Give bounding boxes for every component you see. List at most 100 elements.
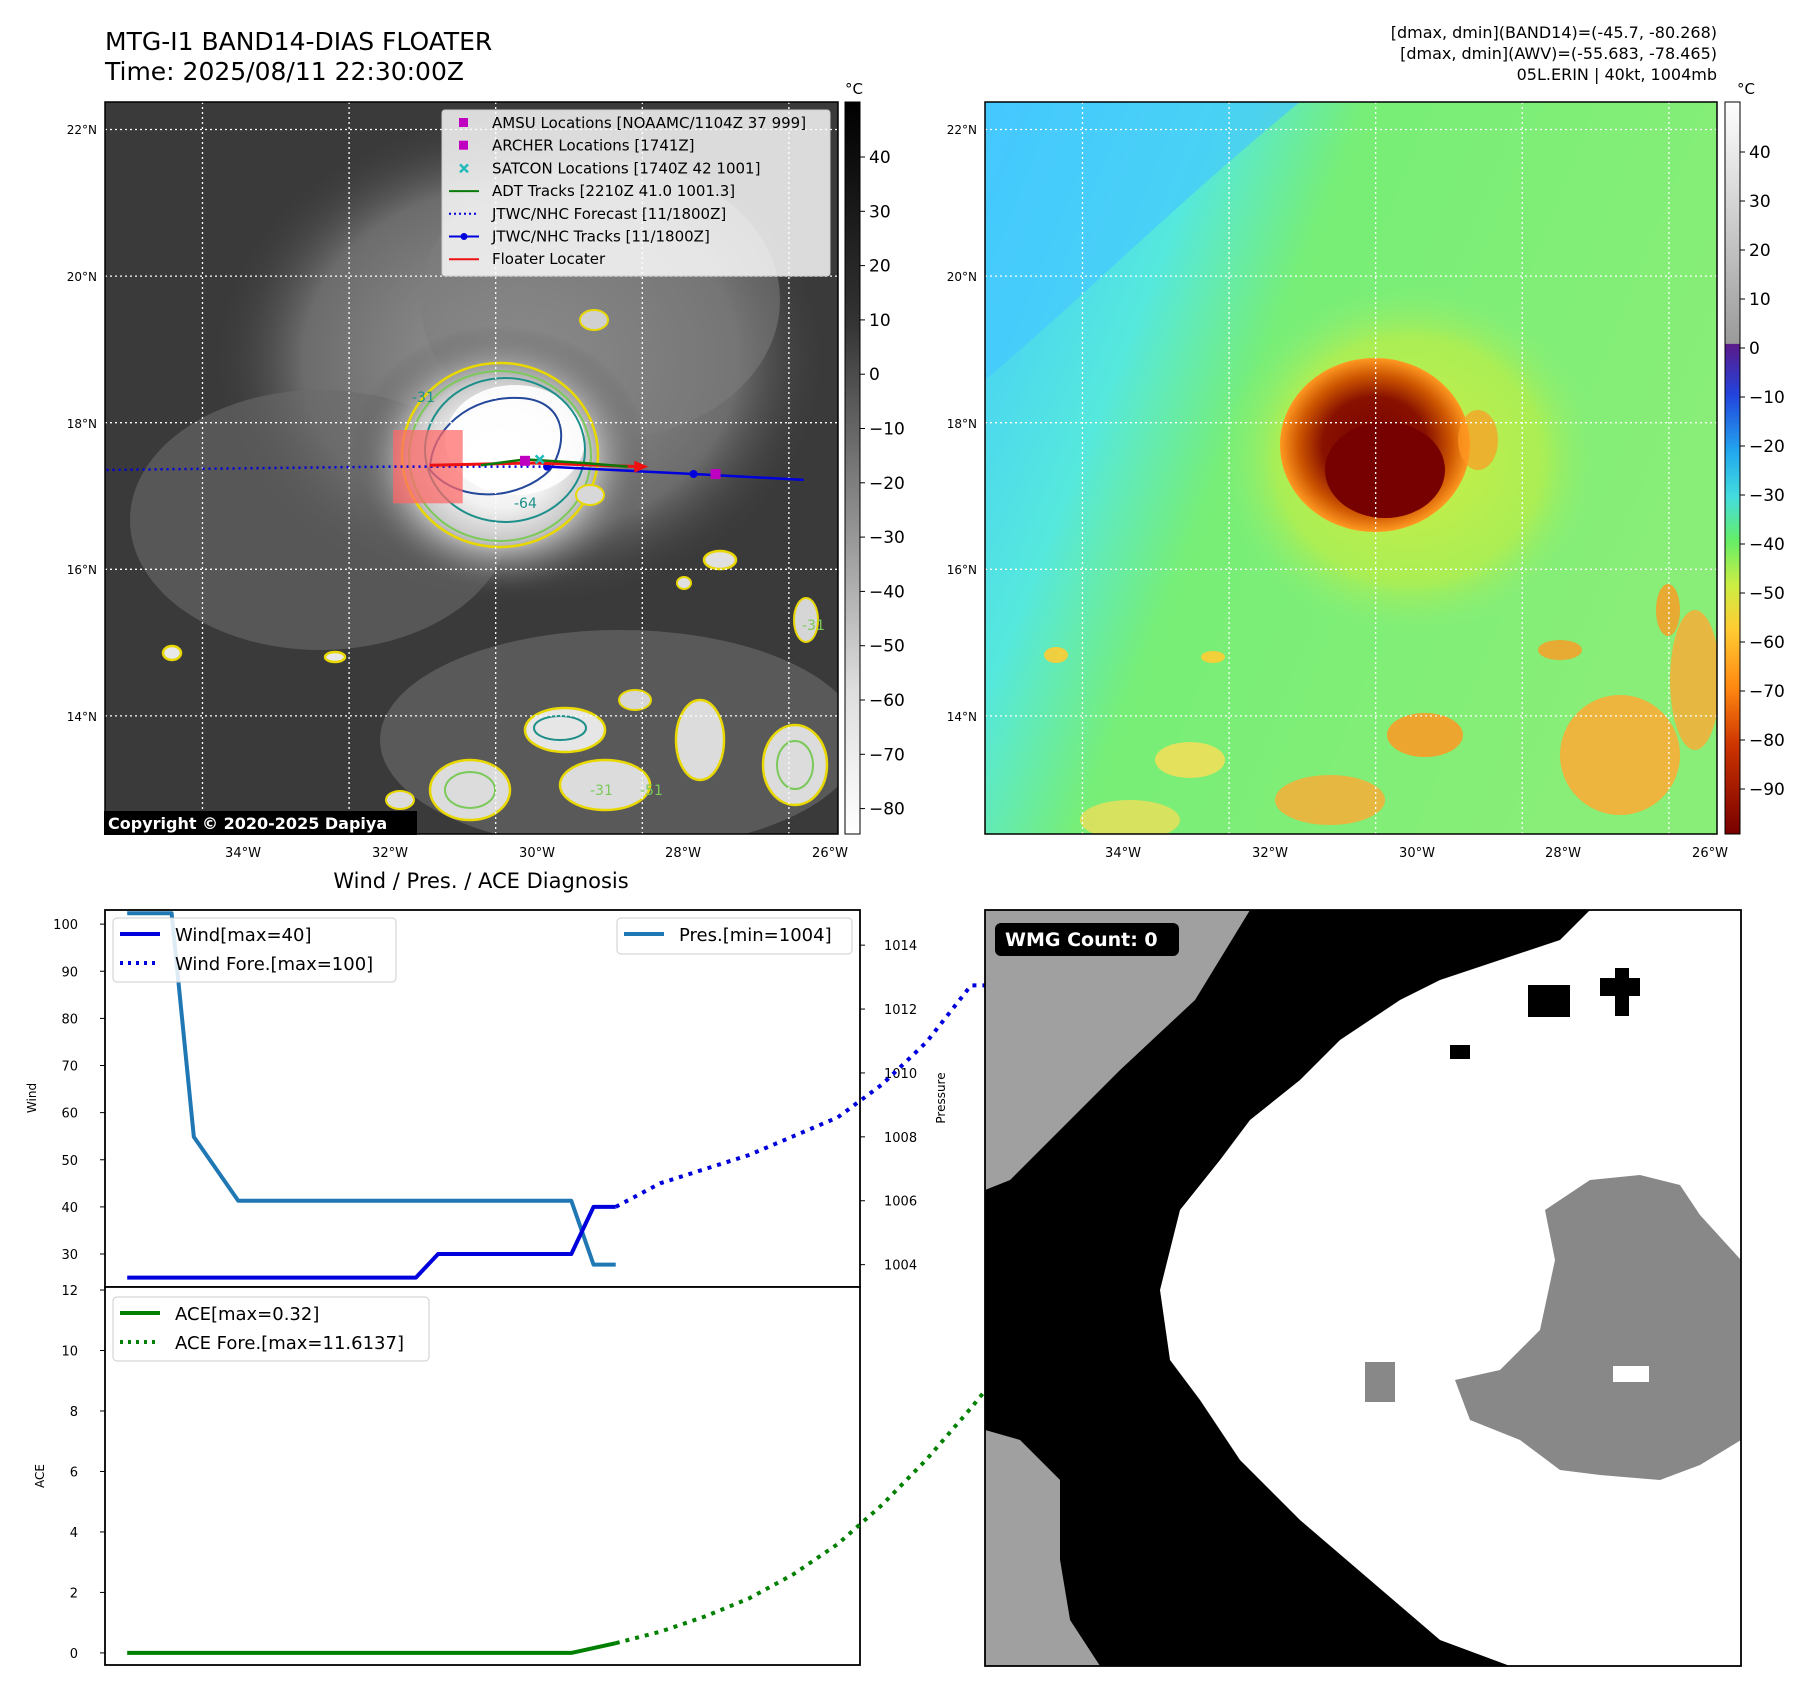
colorbar-tick-label: 20 — [869, 257, 891, 277]
legend-label: AMSU Locations [NOAAMC/1104Z 37 999] — [492, 114, 806, 132]
pressure-tick-label: 1010 — [884, 1067, 917, 1082]
legend-marker — [459, 163, 469, 174]
ace-tick-label: 10 — [61, 1345, 78, 1360]
ace-tick-label: 2 — [70, 1586, 78, 1601]
wmg-gray-region — [985, 910, 1250, 1190]
ir-contour-labels: -31 -64 -31 -31 -51 — [412, 390, 825, 799]
band14-range: [dmax, dmin](BAND14)=(-45.7, -80.268) — [1391, 23, 1717, 42]
diagnosis-title: Wind / Pres. / ACE Diagnosis — [333, 869, 628, 893]
ace-series — [127, 1641, 617, 1655]
wind-tick-label: 30 — [61, 1248, 78, 1263]
wind-legend-box — [112, 917, 397, 983]
colorbar-tick-label: 10 — [869, 311, 891, 331]
legend-marker — [459, 140, 468, 150]
awv-panel: 22°N 20°N 18°N 16°N 14°N 34°W 32°W 30°W … — [947, 80, 1785, 861]
pressure-tick-label: 1004 — [884, 1259, 917, 1274]
colorbar-tick-label: −10 — [1749, 388, 1785, 408]
diagnosis-panel: Wind / Pres. / ACE Diagnosis Wind Pressu… — [25, 869, 1062, 1666]
wmg-gray-blob — [1455, 1175, 1741, 1480]
colorbar-tick-label: 40 — [1749, 143, 1771, 163]
ir-lon-label: 26°W — [812, 846, 848, 861]
pressure-tick-label: 1014 — [884, 939, 917, 954]
wmg-gray-region — [985, 1430, 1100, 1666]
ir-tracks — [105, 430, 804, 504]
archer-marker — [710, 469, 721, 480]
awv-lat-label: 14°N — [947, 710, 977, 724]
pressure-ticks: 1014 1012 1010 1008 1006 1004 — [860, 939, 917, 1274]
ir-lon-label: 34°W — [225, 846, 261, 861]
ir-lat-label: 20°N — [67, 270, 97, 284]
colorbar-tick-label: −30 — [1749, 486, 1785, 506]
awv-lon-label: 32°W — [1252, 846, 1288, 861]
awv-colorbar-unit: °C — [1737, 80, 1755, 98]
legend-label: JTWC/NHC Tracks [11/1800Z] — [491, 228, 710, 246]
colorbar-tick-label: 0 — [1749, 339, 1760, 359]
colorbar-tick-label: 30 — [869, 202, 891, 222]
legend-row: JTWC/NHC Forecast [11/1800Z] — [449, 205, 726, 223]
colorbar-tick-label: −60 — [1749, 633, 1785, 653]
colorbar-tick-label: 0 — [869, 365, 880, 385]
ir-legend: AMSU Locations [NOAAMC/1104Z 37 999] ARCH… — [441, 109, 831, 277]
ir-frame — [104, 101, 839, 835]
wind-tick-label: 40 — [61, 1201, 78, 1216]
wind-ticks: 100 90 80 70 60 50 40 30 — [53, 918, 105, 1263]
ace-legend-box — [112, 1296, 430, 1362]
pres-legend: Pres.[min=1004] — [616, 917, 853, 955]
pressure-series — [127, 911, 616, 1267]
awv-colorbar-ticks: 40 30 20 10 0 −10 −20 −30 −40 −50 −60 −70 −80 −90 — [1740, 143, 1785, 800]
colorbar-tick-label: −10 — [869, 420, 905, 440]
ir-lat-label: 22°N — [67, 123, 97, 137]
ir-colorbar — [844, 101, 861, 835]
colorbar-tick-label: 10 — [1749, 290, 1771, 310]
colorbar-tick-label: −50 — [869, 637, 905, 657]
wind-tick-label: 60 — [61, 1107, 78, 1122]
awv-lat-label: 16°N — [947, 563, 977, 577]
figure-time: Time: 2025/08/11 22:30:00Z — [104, 57, 464, 86]
legend-label: SATCON Locations [1740Z 42 1001] — [492, 159, 760, 177]
pressure-tick-label: 1012 — [884, 1003, 917, 1018]
ace-tick-label: 8 — [70, 1405, 78, 1420]
colorbar-tick-label: −30 — [869, 528, 905, 548]
awv-lat-label: 20°N — [947, 270, 977, 284]
awv-lon-label: 28°W — [1545, 846, 1581, 861]
ir-legend-box — [441, 109, 831, 277]
floater-box — [393, 430, 463, 504]
colorbar-tick-label: −90 — [1749, 780, 1785, 800]
wind-tick-label: 90 — [61, 965, 78, 980]
ir-colorbar-ticks: 40 30 20 10 0 −10 −20 −30 −40 −50 −60 −70 −80 — [860, 148, 905, 820]
awv-lon-label: 26°W — [1692, 846, 1728, 861]
colorbar-tick-label: −20 — [1749, 437, 1785, 457]
contour-label: -31 — [412, 390, 435, 406]
satcon-marker — [534, 454, 545, 465]
ace-axis-label: ACE — [33, 1464, 47, 1488]
ir-lat-label: 18°N — [67, 417, 97, 431]
legend-marker — [459, 118, 468, 127]
wmg-imagery — [985, 910, 1741, 1666]
wind-series — [127, 1204, 616, 1280]
ace-legend: ACE[max=0.32] ACE Fore.[max=11.6137] — [112, 1296, 430, 1362]
ace-tick-label: 6 — [70, 1465, 78, 1480]
colorbar-tick-label: −40 — [869, 582, 905, 602]
awv-gridlines — [985, 102, 1717, 834]
awv-range: [dmax, dmin](AWV)=(-55.683, -78.465) — [1400, 44, 1717, 63]
legend-row: ARCHER Locations [1741Z] — [459, 137, 695, 155]
colorbar-tick-label: −40 — [1749, 535, 1785, 555]
colorbar-tick-label: −60 — [869, 691, 905, 711]
wmg-black-band — [985, 910, 1590, 1666]
legend-row: JTWC/NHC Tracks [11/1800Z] — [449, 228, 710, 246]
contour-label: -31 — [590, 783, 613, 799]
awv-colorbar — [1724, 101, 1741, 835]
ace-legend-label: ACE[max=0.32] — [175, 1304, 319, 1325]
colorbar-tick-label: −50 — [1749, 584, 1785, 604]
legend-row: ADT Tracks [2210Z 41.0 1001.3] — [449, 182, 735, 200]
legend-row: Floater Locater — [449, 250, 606, 268]
colorbar-tick-label: −20 — [869, 474, 905, 494]
wind-axis-label: Wind — [25, 1083, 39, 1113]
wind-legend: Wind[max=40] Wind Fore.[max=100] — [112, 917, 397, 983]
wmg-frame — [984, 909, 1742, 1667]
awv-imagery — [985, 102, 1717, 834]
ir-panel: -31 -64 -31 -31 -51 22°N 20°N 18°N 16°N … — [67, 80, 905, 861]
wind-tick-label: 100 — [53, 918, 78, 933]
colorbar-tick-label: 40 — [869, 148, 891, 168]
